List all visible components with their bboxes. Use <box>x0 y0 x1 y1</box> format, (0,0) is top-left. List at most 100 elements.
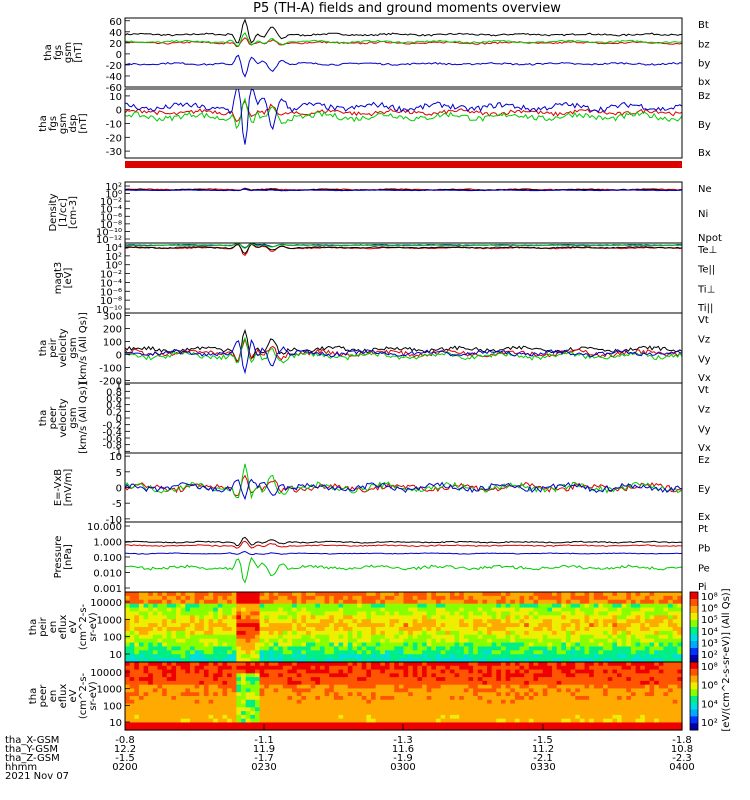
spectrogram-cell <box>333 592 340 597</box>
spectrogram-cell <box>152 703 159 708</box>
spectrogram-cell <box>194 623 200 628</box>
spectrogram-cell <box>658 623 665 628</box>
spectrogram-cell <box>556 611 562 616</box>
y-axis-label-line: gsm <box>68 407 79 428</box>
spectrogram-cell <box>343 634 349 640</box>
spectrogram-cell <box>180 615 186 620</box>
spectrogram-cell <box>162 627 168 632</box>
spectrogram-cell <box>528 711 535 716</box>
spectrogram-cell <box>273 658 279 663</box>
spectrogram-cell <box>500 619 507 624</box>
spectrogram-cell <box>148 607 154 613</box>
spectrogram-cell <box>491 684 497 690</box>
spectrogram-cell <box>417 615 423 620</box>
spectrogram-cell <box>412 638 419 644</box>
spectrogram-cell <box>389 627 395 632</box>
spectrogram-cell <box>287 673 293 678</box>
spectrogram-cell <box>324 603 330 609</box>
spectrogram-cell <box>514 650 521 655</box>
spectrogram-cell <box>129 646 135 651</box>
spectrogram-cell <box>241 627 247 632</box>
spectrogram-cell <box>579 611 586 616</box>
spectrogram-cell <box>603 718 609 724</box>
spectrogram-cell <box>477 619 484 624</box>
spectrogram-cell <box>556 718 562 724</box>
spectrogram-cell <box>389 615 395 620</box>
spectrogram-cell <box>245 592 251 597</box>
spectrogram-cell <box>552 650 558 655</box>
spectrogram-cell <box>579 638 586 644</box>
colorbar-tick-label: 10⁸ <box>701 662 718 673</box>
spectrogram-cell <box>310 650 316 655</box>
spectrogram-cell <box>143 627 149 632</box>
y-axis-label-line: peer <box>48 406 59 430</box>
spectrogram-cell <box>157 592 163 597</box>
spectrogram-cell <box>524 595 530 601</box>
spectrogram-cell <box>584 677 590 682</box>
spectrogram-cell <box>542 646 548 651</box>
spectrogram-cell <box>208 592 214 597</box>
spectrogram-cell <box>654 627 660 632</box>
y-axis-label-line: velocity <box>58 328 69 367</box>
spectrogram-cell <box>510 669 516 674</box>
spectrogram-cell <box>519 599 525 605</box>
y-axis-label: Density [1/cc] [cm-3] <box>48 193 79 231</box>
spectrogram-cell <box>203 658 210 663</box>
spectrogram-cell <box>380 623 386 628</box>
spectrogram-cell <box>542 726 548 731</box>
spectrogram-cell <box>552 714 558 720</box>
spectrogram-cell <box>162 646 168 651</box>
spectrogram-cell <box>635 603 641 609</box>
spectrogram-cell <box>412 642 419 648</box>
spectrogram-cell <box>398 699 405 705</box>
legend-entry: Npot <box>698 233 722 244</box>
spectrogram-cell <box>445 718 451 724</box>
spectrogram-cell <box>417 722 423 727</box>
legend-entry: Bx <box>698 148 711 159</box>
spectrogram-cell <box>617 703 623 708</box>
spectrogram-cell <box>663 669 669 674</box>
spectrogram-cell <box>296 684 302 690</box>
spectrogram-cell <box>561 623 567 628</box>
spectrogram-cell <box>306 714 312 720</box>
spectrogram-cell <box>236 603 242 609</box>
spectrogram-cell <box>445 638 451 644</box>
spectrogram-cell <box>626 722 632 727</box>
spectrogram-cell <box>565 707 572 712</box>
spectrogram-cell <box>213 615 219 620</box>
spectrogram-cell <box>644 615 651 620</box>
spectrogram-cell <box>371 726 377 731</box>
spectrogram-cell <box>552 703 558 708</box>
spectrogram-cell <box>533 688 539 693</box>
spectrogram-cell <box>426 665 432 671</box>
spectrogram-cell <box>152 599 159 605</box>
spectrogram-cell <box>361 680 367 686</box>
spectrogram-cell <box>417 696 423 701</box>
spectrogram-cell <box>324 684 330 690</box>
spectrogram-cell <box>668 627 674 632</box>
spectrogram-cell <box>514 707 521 712</box>
spectrogram-cell <box>361 669 367 674</box>
spectrogram-cell <box>473 658 479 663</box>
spectrogram-cell <box>435 673 442 678</box>
spectrogram-cell <box>500 611 507 616</box>
spectrogram-cell <box>463 642 470 648</box>
spectrogram-cell <box>152 619 159 624</box>
spectrogram-cell <box>319 638 326 644</box>
spectrogram-cell <box>227 677 233 682</box>
spectrogram-cell <box>547 599 553 605</box>
spectrogram-cell <box>250 595 256 601</box>
spectrogram-cell <box>575 696 581 701</box>
spectrogram-cell <box>157 677 163 682</box>
y-tick-label: 0.100 <box>93 553 122 564</box>
spectrogram-cell <box>315 688 321 693</box>
spectrogram-cell <box>603 711 609 716</box>
spectrogram-cell <box>617 650 623 655</box>
spectrogram-cell <box>347 634 354 640</box>
spectrogram-cell <box>556 662 562 667</box>
spectrogram-cell <box>593 680 600 686</box>
spectrogram-cell <box>129 603 135 609</box>
spectrogram-cell <box>422 627 428 632</box>
spectrogram-cell <box>644 665 651 671</box>
spectrogram-cell <box>524 684 530 690</box>
